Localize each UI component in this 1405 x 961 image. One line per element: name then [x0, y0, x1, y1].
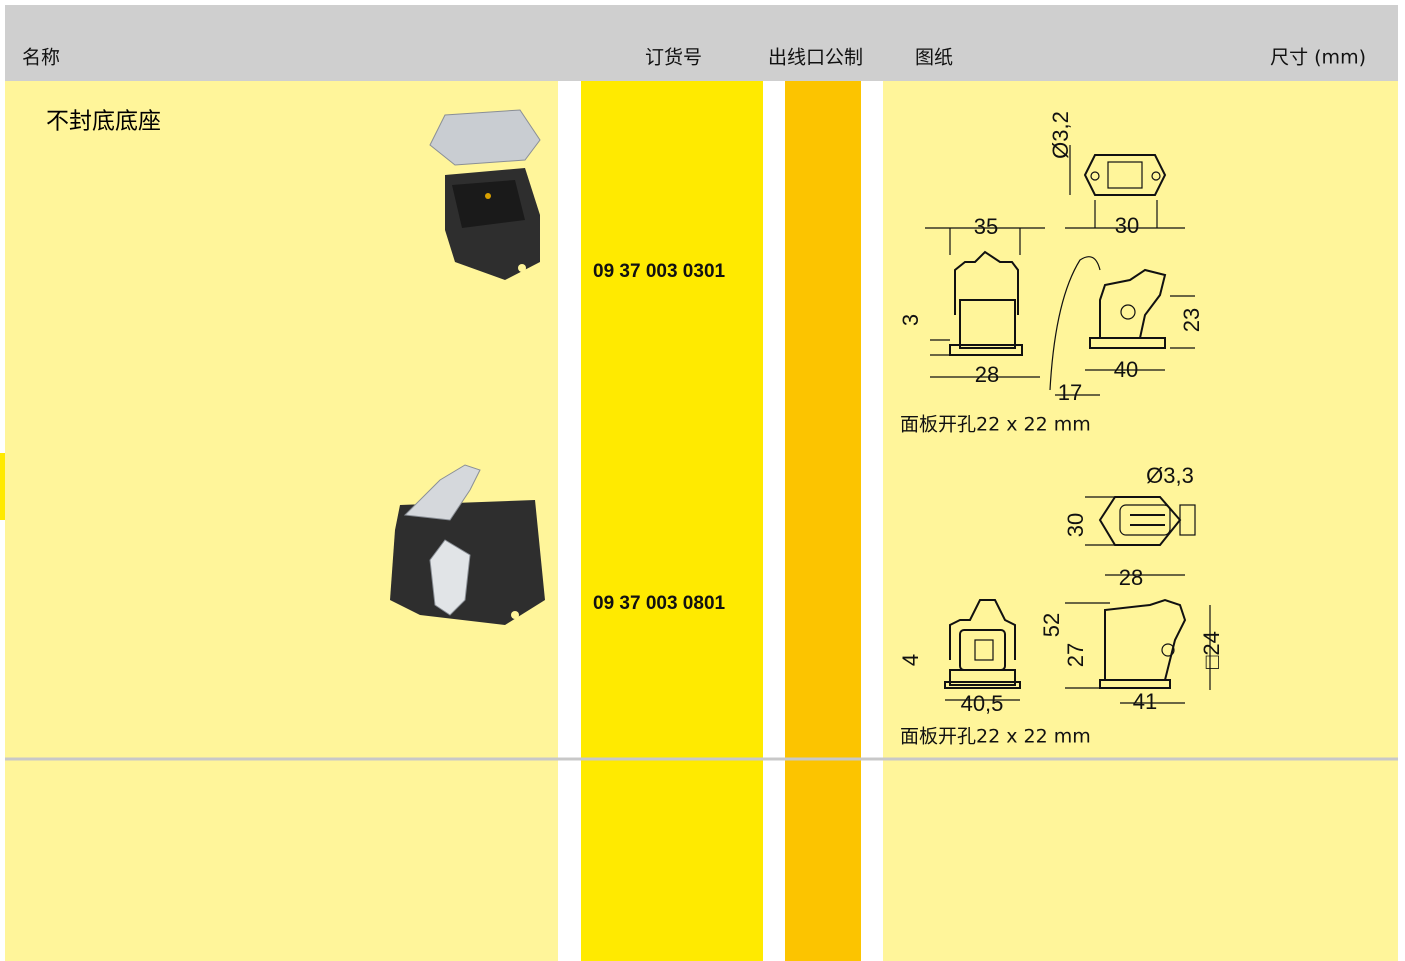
- dimension-label: 3: [898, 314, 923, 326]
- dimension-label: 28: [975, 362, 999, 387]
- technical-drawing: [944, 496, 1211, 704]
- header-name: 名称: [22, 47, 60, 69]
- dimension-label: 30: [1115, 213, 1139, 238]
- dimension-label: 52: [1039, 613, 1064, 637]
- header-drawing: 图纸: [915, 47, 953, 69]
- dimension-label: 40,5: [961, 691, 1004, 716]
- row-title: 不封底底座: [46, 109, 161, 135]
- cutout-caption: 面板开孔22 x 22 mm: [900, 726, 1091, 748]
- metric-column: [785, 81, 861, 961]
- header-bar: [5, 5, 1398, 81]
- header-metric: 出线口公制: [768, 47, 863, 69]
- header-size: 尺寸 (mm): [1270, 47, 1366, 69]
- dimension-label: Ø3,2: [1048, 111, 1073, 159]
- dimension-label: □24: [1199, 631, 1224, 669]
- order-number: 09 37 003 0801: [593, 593, 726, 614]
- dimension-label: 35: [974, 214, 998, 239]
- dimension-label: 28: [1119, 565, 1143, 590]
- product-image: [429, 109, 541, 280]
- header-order: 订货号: [645, 47, 702, 69]
- cutout-caption: 面板开孔22 x 22 mm: [900, 414, 1091, 436]
- dimension-label: Ø3,3: [1146, 463, 1194, 488]
- dimension-label: 30: [1063, 513, 1088, 537]
- order-number: 09 37 003 0301: [593, 261, 726, 282]
- side-tab: [0, 453, 5, 520]
- dimension-label: 40: [1114, 357, 1138, 382]
- dimension-label: 17: [1058, 380, 1082, 405]
- dimension-label: 27: [1063, 643, 1088, 667]
- order-column: [581, 81, 763, 961]
- dimension-label: 23: [1179, 308, 1204, 332]
- product-image: [390, 464, 545, 625]
- dimension-label: 4: [898, 654, 923, 666]
- technical-drawing: [925, 145, 1195, 396]
- dimension-label: 41: [1133, 689, 1157, 714]
- drawing-column: [883, 81, 1398, 961]
